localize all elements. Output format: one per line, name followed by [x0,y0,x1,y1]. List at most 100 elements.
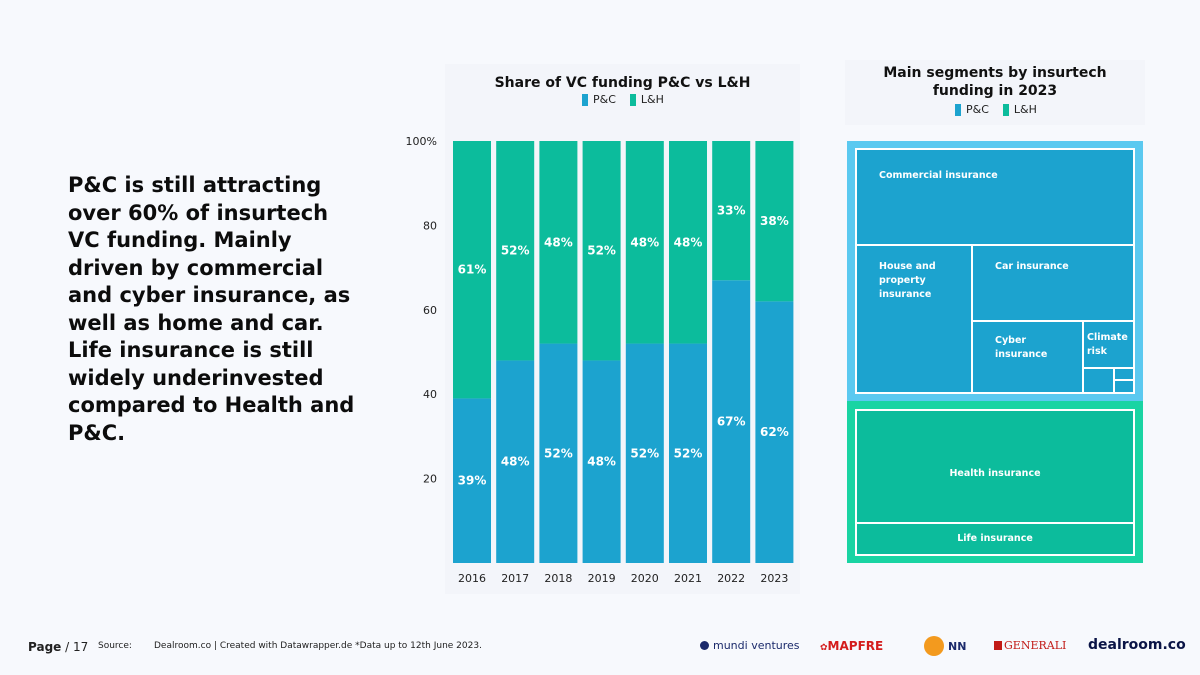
partner-logos: mundi ventures ✿MAPFRE NN GENERALI dealr… [700,636,1186,658]
data-label: 48% [501,455,530,469]
bar-segment-pc [712,280,751,563]
bar-segment-pc [625,343,664,563]
bar-segment-lh [453,141,491,399]
bar-chart-title: Share of VC funding P&C vs L&H [494,75,751,91]
data-label: 52% [544,446,573,460]
nn-text: NN [948,639,967,653]
dealroom-text: dealroom.co [1088,637,1186,653]
bar-segment-lh [669,141,707,344]
treemap-label-health-insurance: Health insurance [949,468,1041,479]
legend-swatch-pc [582,93,588,106]
source-text: Dealroom.co | Created with Datawrapper.d… [154,641,482,651]
treemap-legend-item-lh: L&H [1002,103,1037,116]
treemap-cell-small-segment-a [1082,367,1115,394]
data-label: 62% [760,425,789,439]
data-label: 48% [544,235,573,249]
treemap-cell-car-insurance: Car insurance [971,244,1135,322]
treemap-cell-cyber-insurance: Cyber insurance [971,320,1084,394]
treemap-cell-life-insurance: Life insurance [855,522,1135,556]
data-label: 52% [674,446,703,460]
bar-segment-pc [669,343,707,563]
data-label: 33% [717,204,746,218]
mapfre-logo: ✿MAPFRE [820,639,883,653]
bar-segment-lh [755,141,794,302]
bar-segment-lh [496,141,535,361]
x-tick-label: 2021 [674,572,702,585]
treemap-legend-swatch-lh [1002,103,1009,116]
bar-segment-lh [625,141,664,344]
data-label: 38% [760,214,789,228]
mapfre-emblem-icon: ✿ [820,643,828,653]
data-label: 61% [458,263,487,277]
treemap: Commercial insurance House and property … [847,141,1143,563]
mapfre-text: MAPFRE [827,639,884,653]
bar-segment-pc [539,343,578,563]
x-tick-label: 2019 [588,572,616,585]
treemap-cell-house-property: House and property insurance [855,244,973,394]
legend-item-lh: L&H [629,93,664,106]
bar-segment-lh [539,141,578,344]
headline: P&C is still attracting over 60% of insu… [68,173,355,445]
data-label: 48% [674,235,703,249]
bar-segment-lh [582,141,621,361]
stacked-bar-chart: 20 40 60 80 100% 39% 61% 2016 48% 52% 2017 52% 48% 20… [406,135,794,585]
bar-chart-legend: P&C L&H [582,93,664,106]
y-tick-label: 40 [423,388,437,401]
bar-segment-pc [582,360,621,563]
data-label: 52% [587,244,616,258]
treemap-legend-swatch-pc [955,103,961,116]
legend-item-pc: P&C [582,93,616,106]
y-tick-label: 60 [423,304,437,317]
x-tick-label: 2016 [458,572,486,585]
treemap-label-cyber-insurance: Cyber insurance [995,335,1048,360]
data-label: 48% [587,455,616,469]
generali-logo: GENERALI [994,639,1066,652]
data-label: 39% [458,474,487,488]
data-label: 52% [630,446,659,460]
treemap-cell-small-segment-c [1113,379,1135,394]
treemap-label-life-insurance: Life insurance [957,533,1033,544]
treemap-cell-health-insurance: Health insurance [855,409,1135,524]
x-tick-label: 2017 [501,572,529,585]
x-tick-label: 2023 [760,572,788,585]
y-tick-label: 20 [423,473,437,486]
mundi-ventures-text: mundi ventures [713,639,800,652]
treemap-legend-label-pc: P&C [966,103,989,116]
x-tick-label: 2020 [631,572,659,585]
footer: Page / 17 Source: Dealroom.co | Created … [0,630,1200,664]
bar-segment-pc [496,360,535,563]
x-tick-label: 2022 [717,572,745,585]
y-tick-label: 80 [423,219,437,232]
treemap-label-house-property: House and property insurance [879,261,936,300]
generali-text: GENERALI [1004,639,1067,652]
legend-label-pc: P&C [593,93,616,106]
treemap-cell-commercial-insurance: Commercial insurance [855,148,1135,246]
bar-segment-pc [755,301,794,563]
generali-lion-icon [994,641,1002,650]
treemap-legend: P&C L&H [955,103,1037,116]
data-label: 67% [717,415,746,429]
treemap-title: Main segments by insurtech funding in 20… [883,65,1107,99]
dealroom-logo: dealroom.co [1088,637,1186,653]
mundi-ventures-logo: mundi ventures [700,639,800,652]
treemap-label-car-insurance: Car insurance [995,261,1069,272]
y-tick-label: 100% [406,135,437,148]
nn-lion-icon [924,636,944,656]
nn-logo: NN [924,636,966,656]
page-number: / 17 [65,640,89,654]
treemap-label-commercial-insurance: Commercial insurance [879,170,998,181]
mundi-globe-icon [700,641,709,650]
page-label: Page [28,640,62,654]
treemap-panel [845,60,1145,125]
legend-label-lh: L&H [640,93,664,106]
data-label: 52% [501,244,530,258]
treemap-cell-climate-risk: Climate risk [1082,320,1135,369]
page-indicator: Page / 17 [28,640,88,654]
bar-segment-lh [712,141,751,281]
treemap-legend-item-pc: P&C [955,103,989,116]
legend-swatch-lh [629,93,636,106]
treemap-legend-label-lh: L&H [1013,103,1037,116]
source-label: Source: [98,641,132,651]
data-label: 48% [630,235,659,249]
treemap-label-climate-risk: Climate risk [1087,332,1128,357]
